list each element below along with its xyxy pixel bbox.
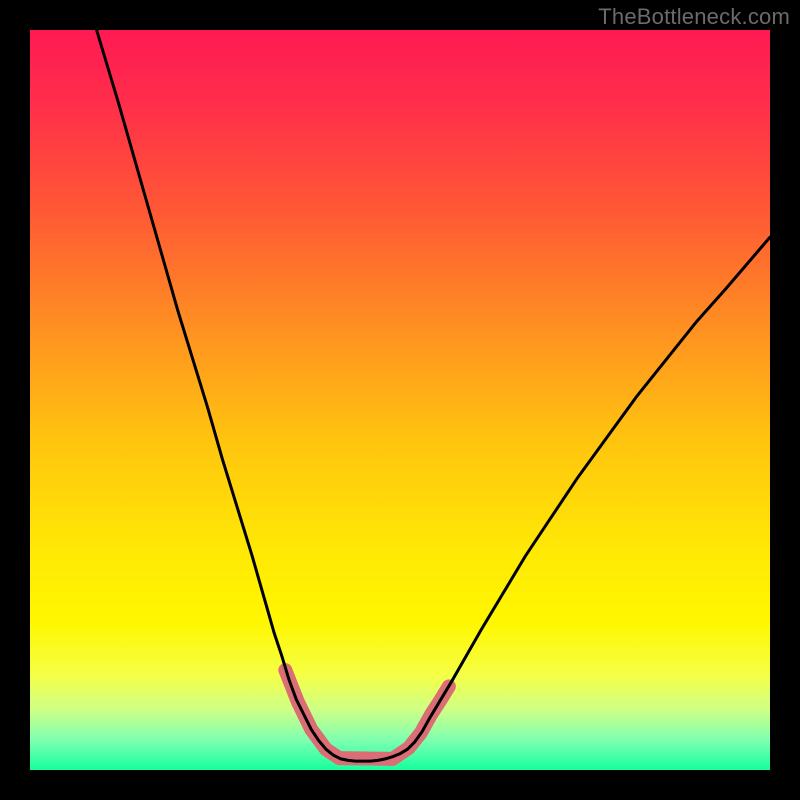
bottleneck-chart bbox=[30, 30, 770, 770]
chart-svg bbox=[30, 30, 770, 770]
gradient-background bbox=[30, 30, 770, 770]
watermark-text: TheBottleneck.com bbox=[598, 4, 790, 30]
